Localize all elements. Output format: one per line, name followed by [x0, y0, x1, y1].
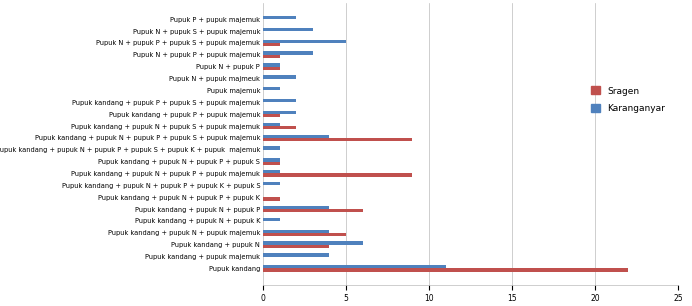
- Bar: [263, 55, 280, 58]
- Bar: [263, 233, 346, 236]
- Bar: [263, 158, 280, 162]
- Bar: [263, 147, 280, 150]
- Bar: [263, 230, 329, 233]
- Bar: [263, 99, 296, 102]
- Bar: [263, 43, 280, 46]
- Bar: [263, 16, 296, 19]
- Bar: [263, 114, 280, 118]
- Bar: [263, 268, 628, 272]
- Bar: [263, 162, 280, 165]
- Bar: [263, 111, 296, 114]
- Bar: [263, 245, 329, 248]
- Bar: [263, 75, 296, 79]
- Bar: [263, 218, 280, 221]
- Bar: [263, 51, 313, 55]
- Bar: [263, 126, 296, 129]
- Bar: [263, 174, 412, 177]
- Bar: [263, 209, 363, 212]
- Bar: [263, 135, 329, 138]
- Bar: [263, 265, 446, 268]
- Bar: [263, 197, 280, 200]
- Bar: [263, 138, 412, 141]
- Bar: [263, 241, 363, 245]
- Bar: [263, 63, 280, 67]
- Bar: [263, 123, 280, 126]
- Bar: [263, 39, 346, 43]
- Bar: [263, 67, 280, 70]
- Bar: [263, 206, 329, 209]
- Legend: Sragen, Karanganyar: Sragen, Karanganyar: [591, 86, 665, 113]
- Bar: [263, 87, 280, 90]
- Bar: [263, 170, 280, 174]
- Bar: [263, 28, 313, 31]
- Bar: [263, 253, 329, 257]
- Bar: [263, 182, 280, 185]
